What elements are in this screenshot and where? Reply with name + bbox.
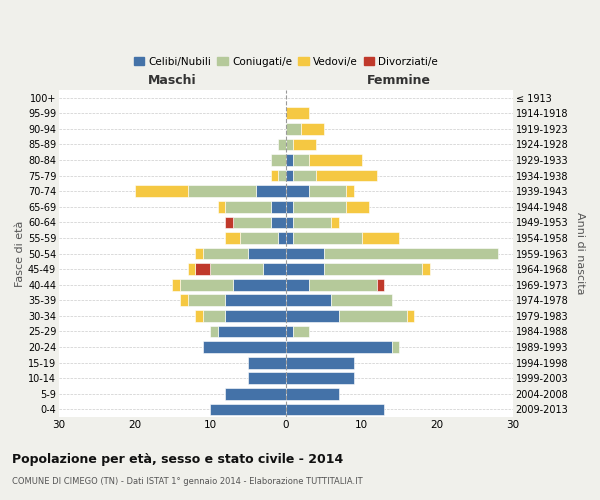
Text: Femmine: Femmine bbox=[367, 74, 431, 86]
Bar bbox=[286, 341, 392, 353]
Bar bbox=[210, 326, 218, 338]
Y-axis label: Anni di nascita: Anni di nascita bbox=[575, 212, 585, 295]
Bar bbox=[293, 326, 308, 338]
Bar bbox=[233, 279, 286, 290]
Bar bbox=[263, 264, 286, 275]
Bar bbox=[301, 123, 323, 134]
Bar bbox=[286, 248, 323, 260]
Bar bbox=[286, 294, 331, 306]
Bar bbox=[218, 201, 226, 212]
Bar bbox=[271, 201, 286, 212]
Bar bbox=[241, 232, 278, 244]
Bar bbox=[180, 294, 188, 306]
Bar bbox=[286, 310, 339, 322]
Bar bbox=[180, 279, 233, 290]
Bar bbox=[293, 232, 362, 244]
Bar bbox=[286, 357, 354, 368]
Bar bbox=[422, 264, 430, 275]
Bar bbox=[278, 170, 286, 181]
Bar bbox=[248, 248, 286, 260]
Bar bbox=[346, 201, 369, 212]
Bar bbox=[233, 216, 271, 228]
Bar bbox=[195, 264, 210, 275]
Bar bbox=[316, 170, 377, 181]
Bar bbox=[226, 232, 241, 244]
Bar bbox=[226, 294, 286, 306]
Bar bbox=[271, 170, 278, 181]
Bar bbox=[331, 294, 392, 306]
Text: Maschi: Maschi bbox=[148, 74, 197, 86]
Bar bbox=[293, 201, 346, 212]
Bar bbox=[278, 232, 286, 244]
Bar bbox=[226, 201, 271, 212]
Bar bbox=[195, 310, 203, 322]
Bar bbox=[323, 264, 422, 275]
Bar bbox=[308, 279, 377, 290]
Bar bbox=[248, 372, 286, 384]
Bar bbox=[286, 170, 293, 181]
Bar bbox=[203, 341, 286, 353]
Bar bbox=[203, 310, 226, 322]
Bar bbox=[188, 186, 256, 197]
Bar bbox=[286, 154, 293, 166]
Y-axis label: Fasce di età: Fasce di età bbox=[15, 220, 25, 286]
Bar bbox=[134, 186, 188, 197]
Text: COMUNE DI CIMEGO (TN) - Dati ISTAT 1° gennaio 2014 - Elaborazione TUTTITALIA.IT: COMUNE DI CIMEGO (TN) - Dati ISTAT 1° ge… bbox=[12, 478, 362, 486]
Bar bbox=[286, 326, 293, 338]
Bar bbox=[308, 186, 346, 197]
Bar bbox=[195, 248, 203, 260]
Bar bbox=[286, 232, 293, 244]
Legend: Celibi/Nubili, Coniugati/e, Vedovi/e, Divorziati/e: Celibi/Nubili, Coniugati/e, Vedovi/e, Di… bbox=[130, 52, 442, 71]
Bar bbox=[226, 310, 286, 322]
Bar bbox=[286, 186, 308, 197]
Bar bbox=[293, 170, 316, 181]
Bar bbox=[293, 154, 308, 166]
Bar bbox=[323, 248, 497, 260]
Bar bbox=[172, 279, 180, 290]
Bar bbox=[286, 123, 301, 134]
Bar bbox=[286, 216, 293, 228]
Bar bbox=[256, 186, 286, 197]
Bar bbox=[286, 201, 293, 212]
Bar bbox=[331, 216, 339, 228]
Bar bbox=[286, 404, 384, 415]
Bar bbox=[339, 310, 407, 322]
Bar bbox=[203, 248, 248, 260]
Bar bbox=[377, 279, 384, 290]
Bar bbox=[286, 108, 308, 119]
Bar bbox=[210, 404, 286, 415]
Bar bbox=[226, 388, 286, 400]
Bar bbox=[286, 264, 323, 275]
Bar bbox=[271, 154, 286, 166]
Bar bbox=[286, 138, 293, 150]
Bar bbox=[308, 154, 362, 166]
Bar bbox=[210, 264, 263, 275]
Bar bbox=[188, 264, 195, 275]
Bar bbox=[226, 216, 233, 228]
Bar bbox=[392, 341, 400, 353]
Text: Popolazione per età, sesso e stato civile - 2014: Popolazione per età, sesso e stato civil… bbox=[12, 452, 343, 466]
Bar bbox=[407, 310, 415, 322]
Bar bbox=[278, 138, 286, 150]
Bar bbox=[218, 326, 286, 338]
Bar bbox=[293, 138, 316, 150]
Bar bbox=[248, 357, 286, 368]
Bar bbox=[346, 186, 354, 197]
Bar bbox=[188, 294, 226, 306]
Bar bbox=[271, 216, 286, 228]
Bar bbox=[286, 388, 339, 400]
Bar bbox=[286, 279, 308, 290]
Bar bbox=[362, 232, 400, 244]
Bar bbox=[293, 216, 331, 228]
Bar bbox=[286, 372, 354, 384]
